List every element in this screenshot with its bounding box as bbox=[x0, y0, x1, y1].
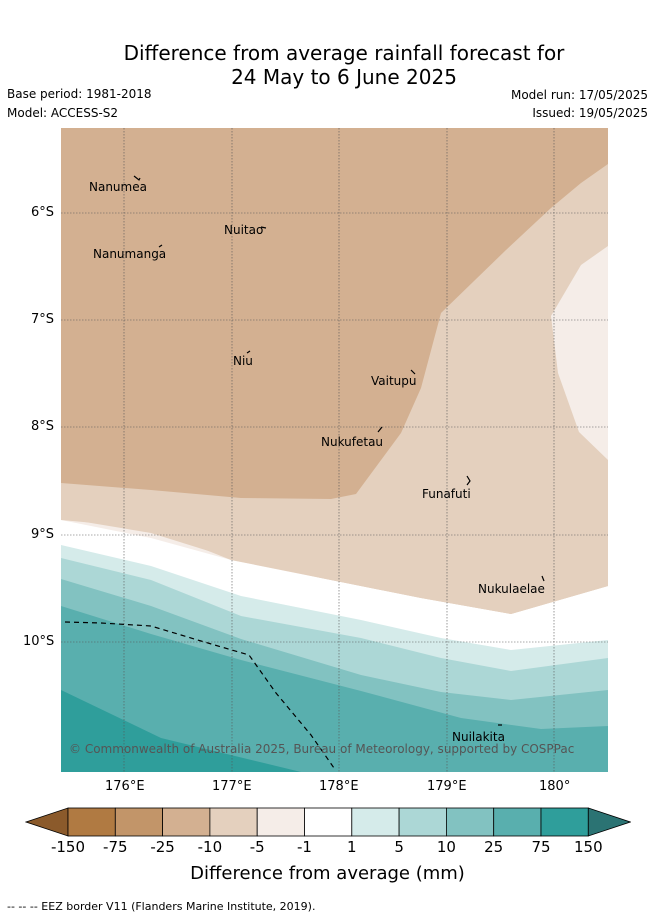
colorbar-tick-label: 10 bbox=[436, 838, 456, 856]
colorbar-tick-label: -1 bbox=[297, 838, 312, 856]
colorbar-label: Difference from average (mm) bbox=[190, 863, 465, 884]
rainfall-map bbox=[61, 128, 608, 772]
title-line-1: Difference from average rainfall forecas… bbox=[123, 41, 565, 65]
lon-tick: 177°E bbox=[212, 779, 252, 794]
place-label: Vaitupu bbox=[371, 374, 417, 388]
place-label: Funafuti bbox=[422, 487, 471, 501]
model-name: Model: ACCESS-S2 bbox=[7, 106, 119, 120]
colorbar bbox=[25, 807, 631, 837]
colorbar-tick-label: -25 bbox=[150, 838, 175, 856]
place-label: Nuitao bbox=[224, 223, 264, 237]
colorbar-tick-label: 150 bbox=[573, 838, 603, 856]
legend-footer: -- -- -- EEZ border V11 (Flanders Marine… bbox=[7, 900, 316, 913]
colorbar-segment bbox=[398, 807, 447, 837]
place-label: Nukulaelae bbox=[478, 582, 545, 596]
colorbar-segment bbox=[162, 807, 211, 837]
wet-patch-east bbox=[551, 246, 608, 460]
colorbar-tick-label: 1 bbox=[347, 838, 357, 856]
place-label: Nukufetau bbox=[321, 435, 384, 449]
colorbar-tick-label: 75 bbox=[531, 838, 551, 856]
colorbar-tick-label: 25 bbox=[484, 838, 504, 856]
colorbar-extend-high bbox=[587, 807, 631, 837]
model-run: Model run: 17/05/2025 bbox=[510, 88, 648, 102]
place-label: Nuilakita bbox=[452, 730, 505, 744]
colorbar-tick-label: -150 bbox=[50, 838, 86, 856]
colorbar-segment bbox=[114, 807, 164, 837]
colorbar-segment bbox=[67, 807, 116, 837]
lat-tick: 9°S bbox=[31, 527, 55, 542]
colorbar-segment bbox=[351, 807, 400, 837]
lat-tick: 8°S bbox=[31, 419, 55, 434]
base-period: Base period: 1981-2018 bbox=[7, 87, 152, 101]
lat-tick: 10°S bbox=[23, 634, 55, 649]
place-label: Niu bbox=[233, 354, 253, 368]
colorbar-tick-label: -75 bbox=[103, 838, 128, 856]
colorbar-segment bbox=[493, 807, 542, 837]
colorbar-extend-low bbox=[25, 807, 69, 837]
map-title: Difference from average rainfall forecas… bbox=[0, 41, 655, 89]
lon-tick: 180° bbox=[539, 779, 571, 794]
lat-tick: 6°S bbox=[31, 205, 55, 220]
lon-tick: 179°E bbox=[427, 779, 467, 794]
colorbar-segment bbox=[304, 807, 353, 837]
colorbar-tick-label: 5 bbox=[394, 838, 404, 856]
colorbar-segment bbox=[209, 807, 258, 837]
lat-tick: 7°S bbox=[31, 312, 55, 327]
colorbar-segment bbox=[445, 807, 495, 837]
copyright-credit: © Commonwealth of Australia 2025, Bureau… bbox=[69, 742, 575, 756]
place-label: Nanumea bbox=[89, 180, 147, 194]
issued-date: Issued: 19/05/2025 bbox=[532, 106, 648, 120]
band-neg25-neg10 bbox=[61, 128, 608, 499]
colorbar-segment bbox=[256, 807, 305, 837]
lon-tick: 178°E bbox=[319, 779, 359, 794]
island-marks bbox=[133, 175, 545, 726]
colorbar-tick-label: -5 bbox=[249, 838, 265, 856]
place-label: Nanumanga bbox=[93, 247, 167, 261]
graticule bbox=[61, 128, 608, 772]
lon-tick: 176°E bbox=[105, 779, 145, 794]
title-line-2: 24 May to 6 June 2025 bbox=[231, 65, 457, 89]
colorbar-tick-label: -10 bbox=[197, 838, 223, 856]
colorbar-segment bbox=[540, 807, 589, 837]
eez-border bbox=[64, 621, 335, 769]
